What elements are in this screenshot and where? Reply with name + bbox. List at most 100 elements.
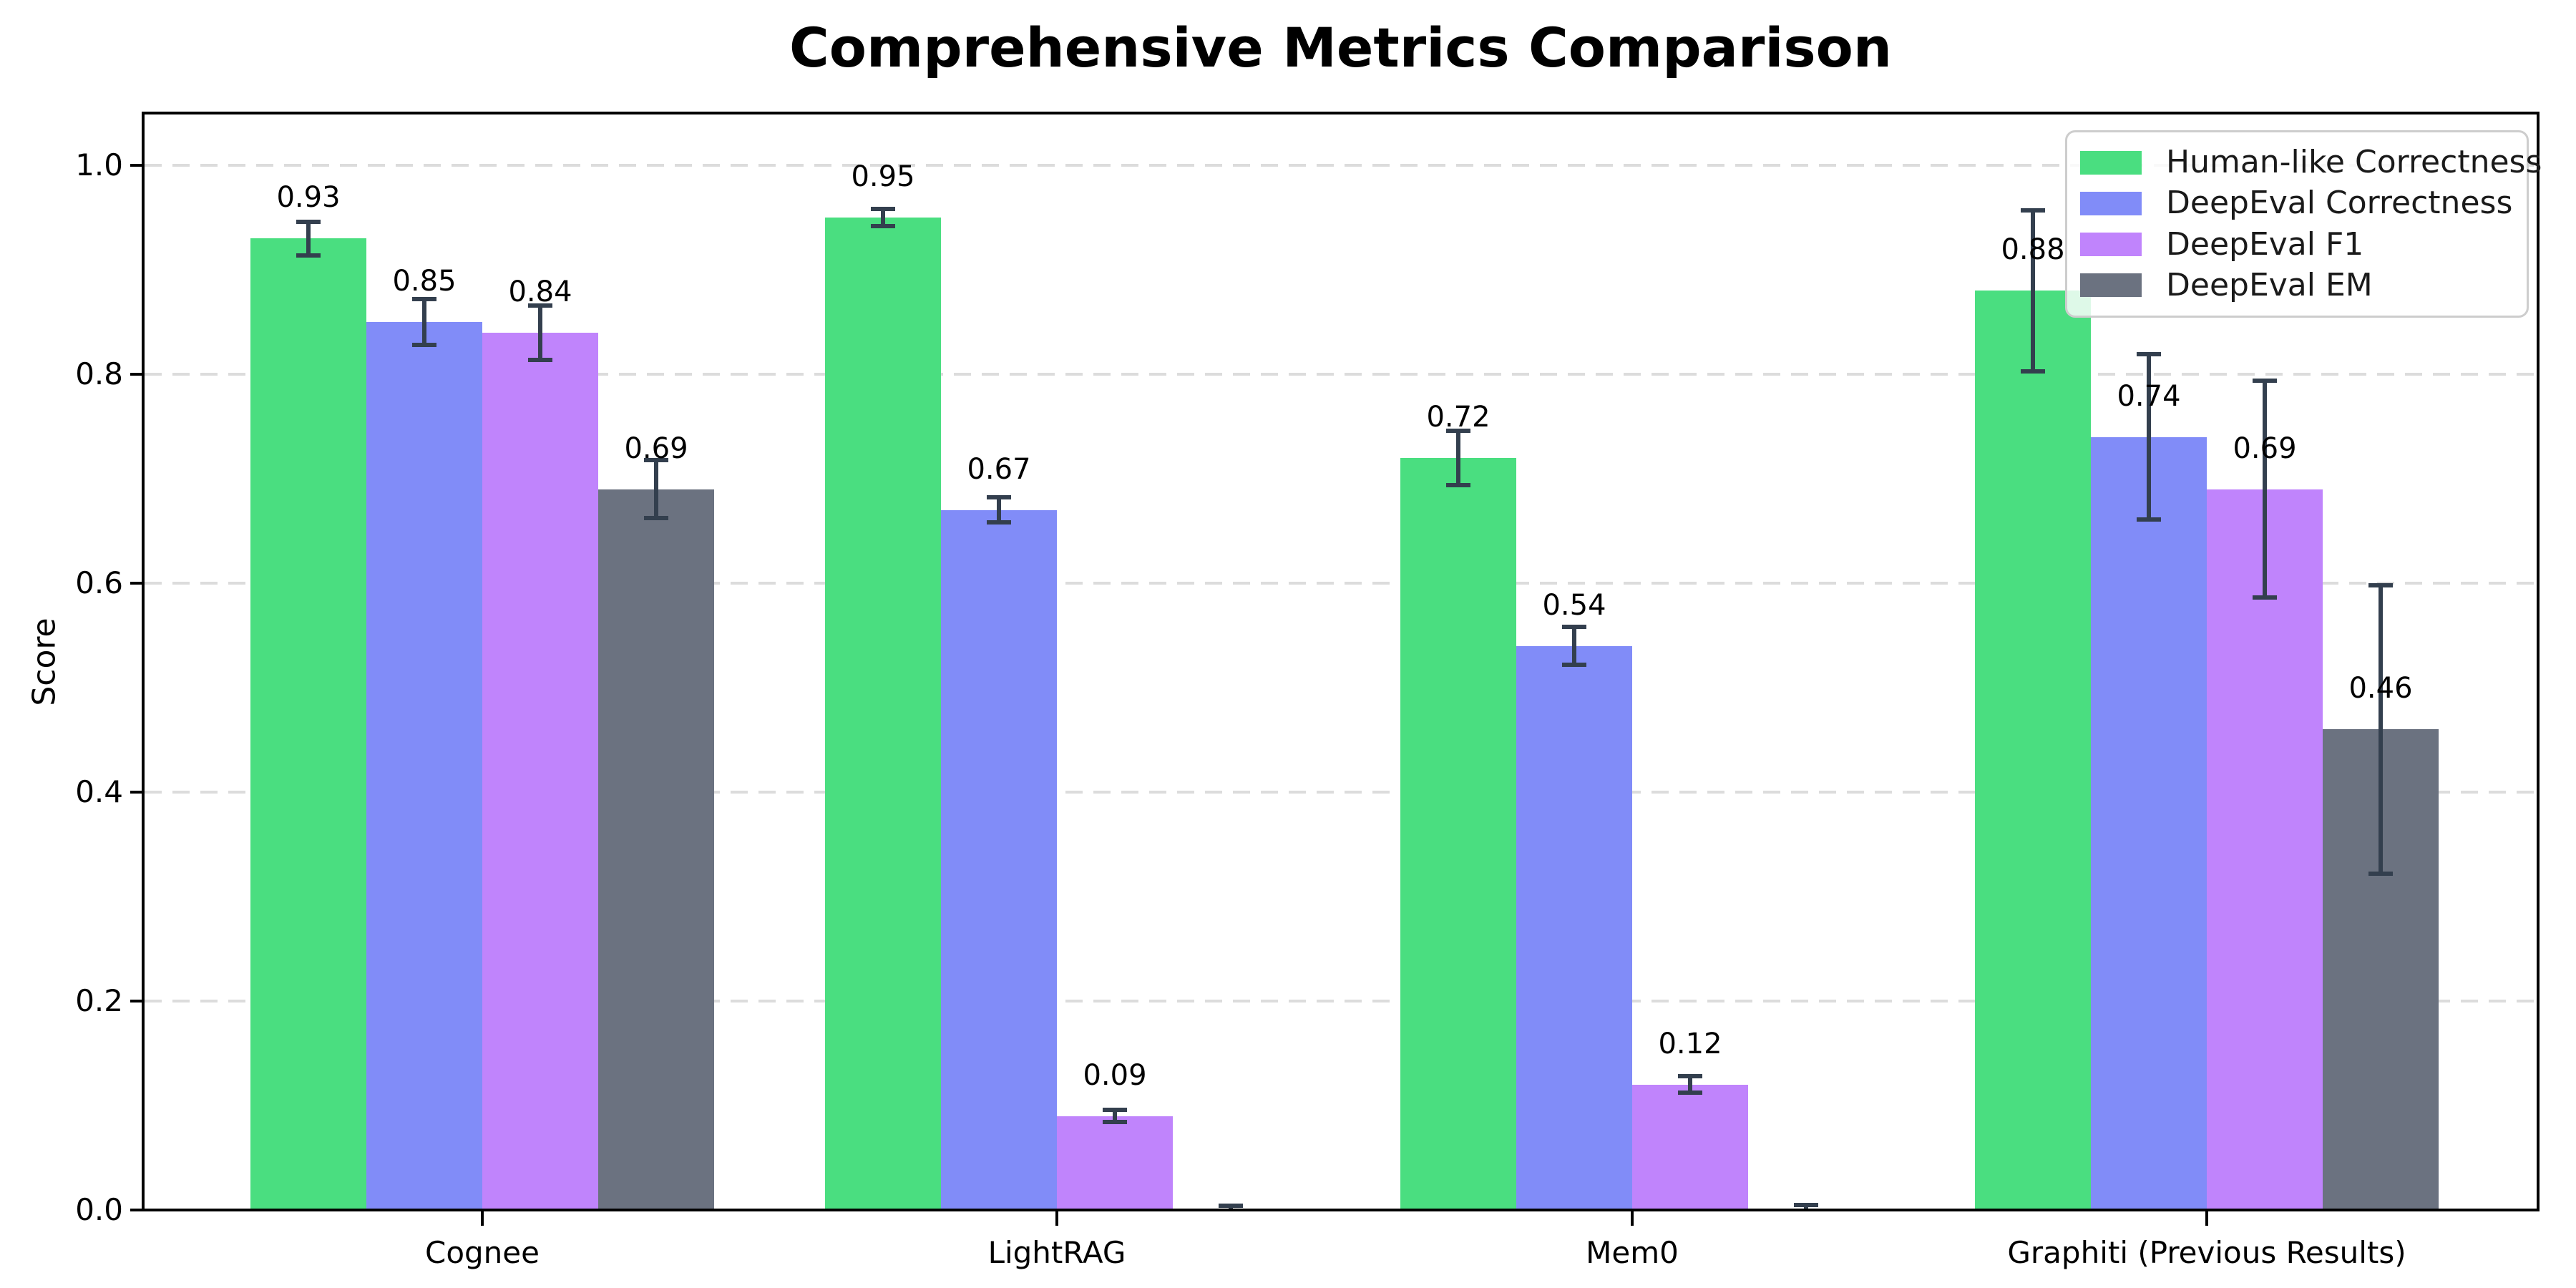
bar-human-like-correctness-1 (825, 218, 941, 1210)
error-bar-cap-top (2368, 583, 2393, 587)
error-bar-cap-top (1446, 429, 1470, 433)
error-bar-cap-bottom (1103, 1120, 1127, 1124)
error-bar-cap-bottom (412, 343, 436, 347)
plot-spine-top (142, 112, 2540, 114)
gridline-y-0.6 (145, 582, 2537, 585)
x-tick-label-3: Graphiti (Previous Results) (2007, 1235, 2406, 1270)
legend-item: DeepEval EM (2080, 265, 2527, 306)
x-tick-mark (481, 1211, 484, 1226)
bar-value-label: 0.54 (1542, 589, 1606, 622)
error-bar-line (422, 299, 426, 345)
error-bar-cap-bottom (2021, 369, 2045, 374)
bar-human-like-correctness-2 (1400, 458, 1516, 1210)
bar-value-label: 0.93 (276, 181, 341, 214)
error-bar-cap-top (987, 495, 1011, 499)
legend-item: DeepEval Correctness (2080, 183, 2527, 223)
y-tick-label: 0.8 (75, 356, 123, 391)
bar-value-label: 0.72 (1426, 401, 1491, 434)
error-bar-line (654, 460, 658, 519)
error-bar-line (2147, 354, 2151, 519)
legend-label: DeepEval Correctness (2166, 185, 2513, 222)
x-tick-label-0: Cognee (425, 1235, 540, 1270)
error-bar-line (1688, 1076, 1692, 1093)
plot-spine-right (2537, 112, 2540, 1211)
x-tick-label-1: LightRAG (987, 1235, 1126, 1270)
x-tick-mark (1631, 1211, 1634, 1226)
error-bar-cap-top (871, 207, 895, 211)
chart-title: Comprehensive Metrics Comparison (789, 16, 1892, 79)
error-bar-cap-bottom (1678, 1091, 1702, 1095)
error-bar-cap-top (412, 297, 436, 301)
y-tick-label: 1.0 (75, 147, 123, 182)
bar-value-label: 0.95 (851, 160, 915, 193)
bar-value-label: 0.88 (2001, 233, 2065, 266)
error-bar-line (2031, 210, 2035, 371)
bar-value-label: 0.85 (392, 265, 457, 298)
legend-label: DeepEval F1 (2166, 225, 2364, 263)
error-bar-cap-bottom (528, 358, 552, 362)
bar-value-label: 0.67 (967, 453, 1031, 486)
bar-deepeval-correctness-2 (1516, 646, 1632, 1210)
bar-deepeval-correctness-0 (366, 322, 482, 1210)
error-bar-line (1113, 1110, 1117, 1123)
bar-deepeval-correctness-3 (2091, 437, 2207, 1210)
error-bar-cap-top (528, 303, 552, 308)
y-axis-label: Score (26, 618, 63, 706)
error-bar-cap-bottom (644, 516, 668, 520)
y-tick-mark (130, 582, 143, 585)
bar-deepeval-em-0 (598, 489, 714, 1210)
x-tick-label-2: Mem0 (1586, 1235, 1679, 1270)
error-bar-cap-top (1562, 625, 1586, 629)
error-bar-cap-top (2137, 352, 2161, 356)
bar-human-like-correctness-3 (1975, 291, 2091, 1210)
bar-deepeval-f1-1 (1057, 1116, 1173, 1210)
y-tick-mark (130, 791, 143, 794)
bar-value-label: 0.74 (2117, 380, 2181, 413)
bar-human-like-correctness-0 (250, 238, 366, 1210)
y-tick-label: 0.4 (75, 774, 123, 809)
error-bar-line (538, 306, 542, 360)
error-bar-cap-top (1219, 1204, 1243, 1208)
bar-value-label: 0.09 (1083, 1059, 1147, 1092)
x-tick-mark (1055, 1211, 1058, 1226)
legend-swatch-icon (2080, 273, 2142, 298)
error-bar-line (997, 497, 1001, 522)
y-tick-label: 0.6 (75, 565, 123, 600)
bar-deepeval-f1-3 (2207, 489, 2323, 1210)
error-bar-cap-bottom (2253, 595, 2277, 600)
bar-deepeval-correctness-1 (941, 510, 1057, 1210)
error-bar-line (1456, 431, 1460, 485)
error-bar-cap-top (296, 220, 321, 224)
y-tick-mark (130, 1000, 143, 1002)
y-tick-mark (130, 1209, 143, 1211)
bar-value-label: 0.46 (2348, 672, 2413, 705)
legend-item: DeepEval F1 (2080, 225, 2527, 265)
legend: Human-like Correctness DeepEval Correctne… (2065, 130, 2542, 318)
error-bar-cap-bottom (296, 253, 321, 258)
error-bar-cap-top (644, 458, 668, 462)
error-bar-cap-top (2253, 379, 2277, 383)
error-bar-cap-bottom (2368, 872, 2393, 876)
x-tick-mark (2205, 1211, 2208, 1226)
gridline-y-1.0 (145, 164, 2537, 167)
legend-swatch-icon (2080, 233, 2142, 257)
error-bar-line (306, 222, 311, 255)
error-bar-line (1572, 627, 1576, 665)
error-bar-cap-top (1678, 1074, 1702, 1078)
legend-label: DeepEval EM (2166, 266, 2373, 303)
error-bar-line (2263, 381, 2267, 598)
bar-value-label: 0.84 (508, 275, 572, 308)
error-bar-line (2379, 585, 2383, 874)
y-tick-label: 0.0 (75, 1192, 123, 1227)
bar-value-label: 0.69 (624, 432, 688, 465)
error-bar-cap-bottom (1562, 663, 1586, 667)
bar-deepeval-f1-0 (482, 333, 598, 1210)
error-bar-cap-top (1794, 1203, 1818, 1207)
gridline-y-0.2 (145, 1000, 2537, 1002)
error-bar-cap-bottom (1446, 483, 1470, 487)
legend-label: Human-like Correctness (2166, 144, 2542, 180)
legend-swatch-icon (2080, 150, 2142, 175)
error-bar-cap-bottom (987, 520, 1011, 525)
plot-spine-left (142, 112, 145, 1211)
